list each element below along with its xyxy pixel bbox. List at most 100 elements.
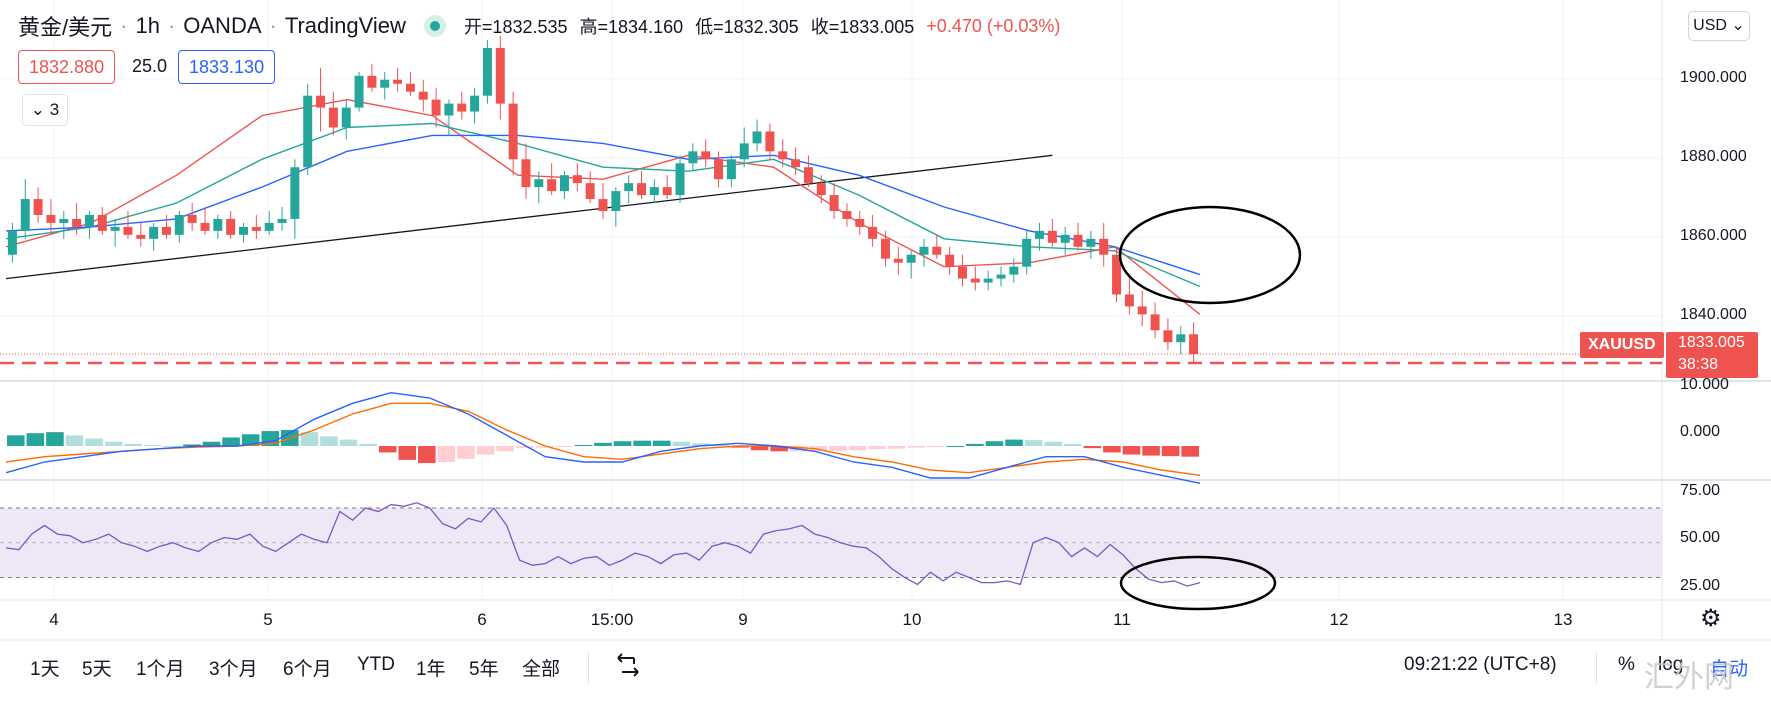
range-button-3m[interactable]: 3个月 <box>209 659 258 680</box>
symbol-header: 黄金/美元 · 1h · OANDA · TradingView 开=1832.… <box>18 10 1060 42</box>
spread-value: 25.0 <box>132 56 168 76</box>
candle <box>803 167 813 184</box>
toolbar-divider <box>588 652 589 684</box>
candle <box>59 218 69 223</box>
header-separator: · <box>269 13 277 38</box>
candle <box>752 131 762 144</box>
candle <box>470 95 480 112</box>
macd-histogram-bar <box>711 444 730 446</box>
macd-histogram-bar <box>1103 446 1121 453</box>
candle <box>559 175 569 192</box>
macd-histogram-bar <box>672 441 691 446</box>
macd-histogram-bar <box>418 446 436 464</box>
range-button-5y[interactable]: 5年 <box>469 659 499 680</box>
range-button-1y[interactable]: 1年 <box>416 659 446 680</box>
candle <box>1073 234 1083 247</box>
candle <box>726 159 736 180</box>
candle <box>1163 330 1173 343</box>
rsi-axis-label: 75.00 <box>1680 482 1721 499</box>
candle <box>316 95 326 108</box>
macd-signal-line <box>5 402 1201 476</box>
macd-histogram-bar <box>985 441 1004 446</box>
last-price-symbol-tag: XAUUSD <box>1580 332 1664 358</box>
annotation-ellipse <box>1119 555 1277 611</box>
macd-histogram-bar <box>1181 446 1199 457</box>
header-separator: · <box>120 13 128 38</box>
candle <box>1137 306 1147 315</box>
price-axis-label: 1880.000 <box>1680 148 1747 165</box>
range-button-5d[interactable]: 5天 <box>82 659 112 680</box>
macd-histogram-bar <box>1142 446 1160 456</box>
candle <box>431 99 441 116</box>
indicators-toggle-button[interactable]: ⌄ 3 <box>22 94 68 126</box>
time-axis-label: 12 <box>1329 610 1349 629</box>
price-axis-label: 1840.000 <box>1680 306 1747 323</box>
candle <box>123 226 133 235</box>
candle <box>1189 334 1199 355</box>
candle <box>611 191 621 211</box>
candle <box>1047 230 1057 243</box>
macd-histogram-bar <box>1005 439 1023 446</box>
candle <box>585 183 595 200</box>
moving-average-line <box>5 122 1201 288</box>
macd-histogram-bar <box>46 432 64 446</box>
range-button-ytd[interactable]: YTD <box>357 654 395 675</box>
watermark: 汇外网 <box>1644 660 1734 695</box>
price-axis-label: 1900.000 <box>1680 69 1747 86</box>
auto-scale-button[interactable]: 自动 <box>1710 659 1749 680</box>
candle <box>649 187 659 196</box>
candle <box>405 83 415 92</box>
symbol-name[interactable]: 黄金/美元 <box>18 15 113 40</box>
currency-select[interactable]: USD ⌄ <box>1688 11 1750 41</box>
compare-icon[interactable] <box>614 652 642 680</box>
candle <box>855 218 865 227</box>
macd-histogram-bar <box>966 443 984 446</box>
candle <box>765 131 775 152</box>
trendline <box>5 154 1053 280</box>
candle <box>226 218 236 235</box>
range-button-1m[interactable]: 1个月 <box>136 659 185 680</box>
percent-scale-button[interactable]: % <box>1618 654 1635 675</box>
macd-histogram-bar <box>65 435 84 446</box>
candle <box>547 179 557 192</box>
candle <box>521 159 531 188</box>
candle <box>816 183 826 196</box>
candle <box>328 107 338 128</box>
macd-histogram-bar <box>594 442 612 446</box>
time-axis-label: 5 <box>263 610 273 629</box>
clock-timezone[interactable]: 09:21:22 (UTC+8) <box>1404 654 1557 675</box>
last-price-value: 1833.005 <box>1678 334 1745 351</box>
candle <box>277 218 287 223</box>
interval-label[interactable]: 1h <box>135 13 160 38</box>
buy-price-button[interactable]: 1833.130 <box>178 50 276 84</box>
time-axis-label: 9 <box>738 610 748 629</box>
range-button-6m[interactable]: 6个月 <box>283 659 332 680</box>
range-button-1d[interactable]: 1天 <box>30 659 60 680</box>
candle <box>868 226 878 239</box>
range-button-all[interactable]: 全部 <box>522 659 561 680</box>
macd-histogram-bar <box>868 446 886 450</box>
toolbar-divider <box>1596 652 1597 684</box>
candle <box>303 95 313 168</box>
candle <box>1150 314 1160 331</box>
moving-average-line <box>5 98 1201 315</box>
sell-price-button[interactable]: 1832.880 <box>18 50 116 84</box>
candle <box>1086 238 1096 247</box>
macd-histogram-bar <box>1024 440 1043 446</box>
candle <box>957 266 967 279</box>
candle <box>1060 234 1070 243</box>
candle <box>367 75 377 88</box>
macd-histogram-bar <box>1083 446 1102 449</box>
gear-icon[interactable]: ⚙ <box>1700 605 1722 632</box>
candle <box>1124 294 1134 307</box>
candle <box>239 226 249 235</box>
log-scale-button[interactable]: log <box>1658 654 1684 675</box>
candle <box>457 103 467 112</box>
macd-histogram-bar <box>26 433 45 446</box>
chevron-down-icon: ⌄ <box>30 100 46 119</box>
macd-histogram-bar <box>300 432 319 446</box>
time-axis-label: 13 <box>1553 610 1573 629</box>
candle <box>482 47 492 96</box>
candle <box>187 214 197 223</box>
